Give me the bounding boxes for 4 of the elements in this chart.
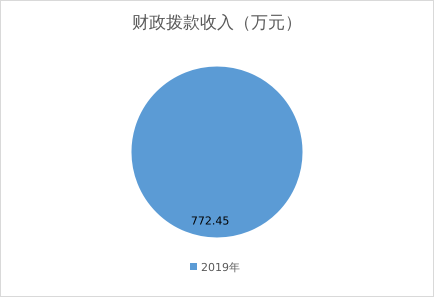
legend: 2019年 [190, 261, 240, 274]
data-label: 772.45 [190, 214, 230, 228]
chart-title: 财政拨款收入（万元） [132, 13, 302, 33]
legend-label: 2019年 [201, 261, 240, 274]
